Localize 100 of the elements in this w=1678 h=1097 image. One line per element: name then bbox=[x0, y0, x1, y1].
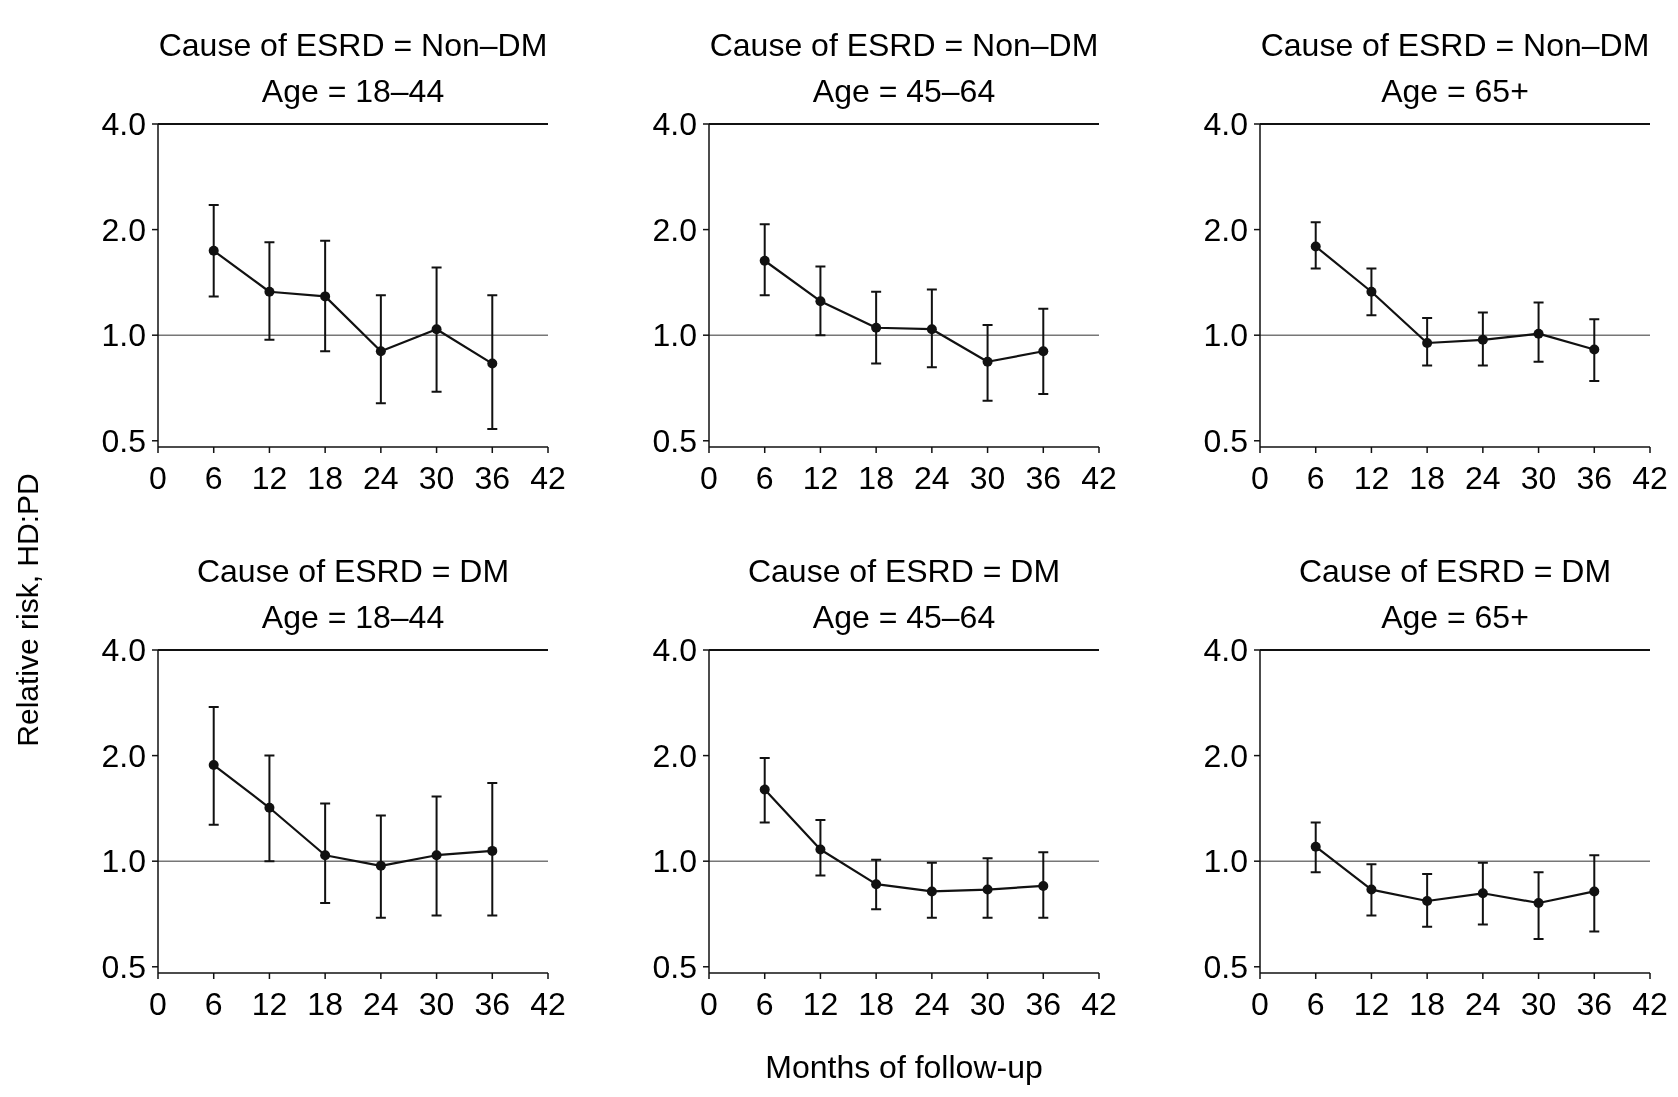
point bbox=[1533, 898, 1544, 908]
x-tick-label: 0 bbox=[1251, 460, 1269, 496]
chart-subtitle: Age = 45–64 bbox=[812, 73, 996, 109]
point bbox=[982, 884, 993, 895]
x-tick-label: 36 bbox=[1025, 460, 1062, 496]
x-tick-label: 30 bbox=[418, 986, 455, 1022]
x-tick-label: 30 bbox=[969, 460, 1006, 496]
point bbox=[982, 356, 993, 367]
point bbox=[431, 324, 442, 335]
point bbox=[1366, 286, 1377, 297]
x-tick-label: 0 bbox=[700, 986, 718, 1022]
x-tick-label: 6 bbox=[755, 460, 774, 496]
point bbox=[264, 286, 275, 297]
x-tick-label: 6 bbox=[755, 986, 774, 1022]
point bbox=[1038, 346, 1049, 357]
point bbox=[815, 296, 826, 307]
point bbox=[1589, 886, 1600, 897]
point bbox=[1589, 344, 1600, 355]
point bbox=[1310, 841, 1321, 852]
point bbox=[1310, 241, 1321, 252]
point bbox=[431, 850, 442, 861]
y-tick-label: 1.0 bbox=[1203, 843, 1248, 880]
x-tick-label: 18 bbox=[307, 986, 343, 1022]
point bbox=[208, 760, 219, 771]
chart-title: Cause of ESRD = Non–DM bbox=[158, 27, 548, 63]
point bbox=[487, 358, 498, 369]
point bbox=[320, 850, 331, 861]
y-tick-label: 4.0 bbox=[101, 632, 146, 669]
x-tick-label: 24 bbox=[363, 460, 399, 496]
chart-subtitle: Age = 18–44 bbox=[261, 599, 445, 635]
point bbox=[320, 291, 331, 302]
x-tick-label: 42 bbox=[1632, 460, 1668, 496]
y-tick-label: 0.5 bbox=[1203, 948, 1248, 985]
point bbox=[264, 802, 275, 813]
y-tick-label: 0.5 bbox=[652, 422, 697, 459]
chart-subtitle: Age = 18–44 bbox=[261, 73, 445, 109]
x-axis-title: Months of follow-up bbox=[765, 1049, 1043, 1085]
x-tick-label: 30 bbox=[1520, 460, 1557, 496]
x-tick-label: 30 bbox=[418, 460, 455, 496]
point bbox=[1422, 896, 1433, 906]
x-tick-label: 42 bbox=[1081, 986, 1117, 1022]
x-tick-label: 12 bbox=[1353, 986, 1390, 1022]
x-tick-label: 18 bbox=[1409, 460, 1445, 496]
y-tick-label: 1.0 bbox=[652, 843, 697, 880]
y-tick-label: 1.0 bbox=[652, 317, 697, 354]
x-tick-label: 36 bbox=[1025, 986, 1062, 1022]
y-tick-label: 2.0 bbox=[101, 211, 146, 248]
x-tick-label: 36 bbox=[474, 460, 511, 496]
chart-title: Cause of ESRD = DM bbox=[1298, 553, 1612, 589]
x-tick-label: 12 bbox=[251, 460, 288, 496]
point bbox=[208, 245, 219, 256]
x-tick-label: 12 bbox=[1353, 460, 1390, 496]
x-tick-label: 36 bbox=[1576, 460, 1613, 496]
y-axis-title: Relative risk, HD:PD bbox=[11, 473, 44, 747]
y-tick-label: 2.0 bbox=[101, 737, 146, 774]
point bbox=[1533, 328, 1544, 339]
y-tick-label: 1.0 bbox=[101, 317, 146, 354]
x-tick-label: 18 bbox=[858, 986, 894, 1022]
x-tick-label: 12 bbox=[802, 460, 839, 496]
chart-subtitle: Age = 65+ bbox=[1381, 599, 1529, 635]
x-tick-label: 18 bbox=[858, 460, 894, 496]
chart-subtitle: Age = 45–64 bbox=[812, 599, 996, 635]
x-tick-label: 0 bbox=[1251, 986, 1269, 1022]
x-tick-label: 24 bbox=[363, 986, 399, 1022]
point bbox=[1422, 338, 1433, 348]
x-tick-label: 18 bbox=[1409, 986, 1445, 1022]
y-tick-label: 1.0 bbox=[1203, 317, 1248, 354]
y-tick-label: 4.0 bbox=[652, 106, 697, 143]
x-tick-label: 42 bbox=[1081, 460, 1117, 496]
x-tick-label: 12 bbox=[802, 986, 839, 1022]
chart-title: Cause of ESRD = DM bbox=[196, 553, 510, 589]
x-tick-label: 6 bbox=[1306, 986, 1325, 1022]
chart-title: Cause of ESRD = Non–DM bbox=[709, 27, 1099, 63]
point bbox=[375, 860, 386, 871]
x-tick-label: 42 bbox=[530, 986, 566, 1022]
x-tick-label: 0 bbox=[149, 986, 167, 1022]
x-tick-label: 24 bbox=[1465, 460, 1501, 496]
x-tick-label: 6 bbox=[204, 460, 223, 496]
x-tick-label: 12 bbox=[251, 986, 288, 1022]
x-tick-label: 30 bbox=[969, 986, 1006, 1022]
y-tick-label: 4.0 bbox=[1203, 632, 1248, 669]
x-tick-label: 42 bbox=[530, 460, 566, 496]
point bbox=[759, 255, 770, 266]
x-tick-label: 0 bbox=[149, 460, 167, 496]
x-tick-label: 24 bbox=[914, 986, 950, 1022]
point bbox=[759, 784, 770, 795]
chart-title: Cause of ESRD = DM bbox=[747, 553, 1061, 589]
y-tick-label: 0.5 bbox=[652, 948, 697, 985]
x-tick-label: 24 bbox=[914, 460, 950, 496]
x-tick-label: 36 bbox=[474, 986, 511, 1022]
x-tick-label: 0 bbox=[700, 460, 718, 496]
x-tick-label: 30 bbox=[1520, 986, 1557, 1022]
y-tick-label: 2.0 bbox=[1203, 737, 1248, 774]
y-tick-label: 4.0 bbox=[101, 106, 146, 143]
y-tick-label: 2.0 bbox=[652, 211, 697, 248]
point bbox=[375, 346, 386, 357]
x-tick-label: 42 bbox=[1632, 986, 1668, 1022]
x-tick-label: 6 bbox=[1306, 460, 1325, 496]
point bbox=[1038, 880, 1049, 891]
x-tick-label: 6 bbox=[204, 986, 223, 1022]
